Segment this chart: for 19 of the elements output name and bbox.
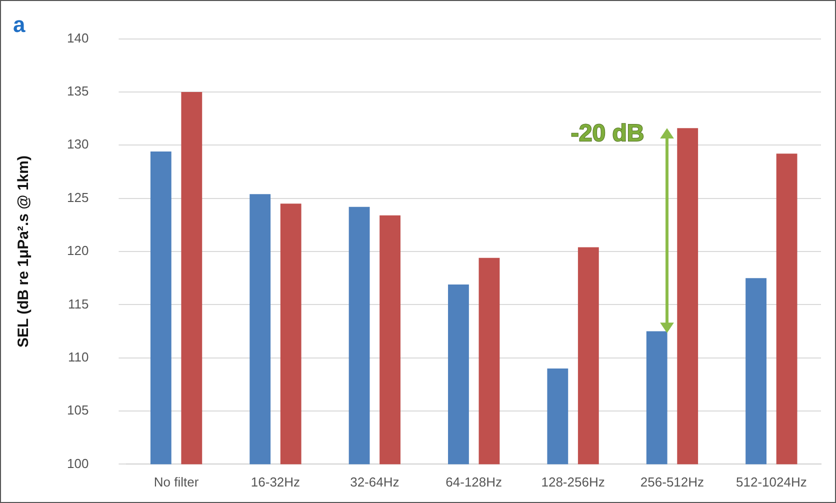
x-tick-label: 64-128Hz [446, 474, 502, 490]
y-tick-label: 110 [68, 349, 89, 364]
x-tick-label: 32-64Hz [350, 474, 400, 490]
y-tick-label: 125 [66, 190, 89, 205]
y-tick-label: 105 [66, 402, 89, 418]
x-tick-label: 16-32Hz [250, 474, 300, 490]
x-tick-label: 256-512Hz [640, 474, 704, 490]
y-tick-label: 140 [66, 30, 89, 46]
text: a [13, 12, 26, 38]
y-axis-title: SEL (dB re 1μPa².s @ 1km) [15, 156, 32, 348]
x-tick-label: No filter [154, 474, 200, 490]
y-tick-label: 120 [66, 243, 89, 258]
x-tick-label: 128-256Hz [541, 474, 605, 490]
annotation: -20 dB [570, 120, 644, 148]
y-tick-label: 135 [66, 84, 89, 99]
y-tick-label: 115 [68, 296, 89, 312]
y-tick-label: 130 [66, 136, 89, 152]
x-tick-label: 512-1024Hz [736, 474, 807, 490]
y-tick-label: 100 [66, 456, 89, 471]
